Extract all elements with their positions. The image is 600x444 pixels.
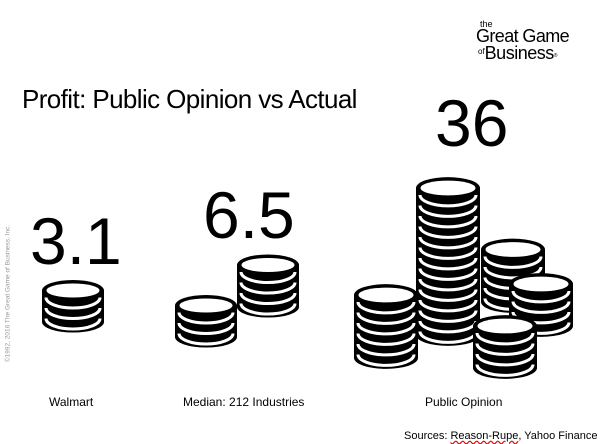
logo-the: the [480,19,493,29]
category-label-public-opinion: Public Opinion [425,395,503,409]
coin-stack-public-1 [354,284,418,369]
coin-stack-walmart [42,279,104,333]
value-label-public-opinion: 36 [435,86,509,160]
coin-stack-public-5 [473,315,537,379]
logo-of-business: ofBusiness® [478,44,557,63]
coin-stack-median-left [175,294,237,348]
sources-note: Sources: Reason-Rupe, Yahoo Finance [404,430,597,442]
value-label-median: 6.5 [203,178,295,252]
logo-business: Business [484,43,555,63]
value-label-walmart: 3.1 [30,204,122,278]
coin-stack-public-4 [509,273,573,337]
logo-great-game: Great Game [476,26,570,46]
logo-of: of [478,47,485,56]
category-label-median: Median: 212 Industries [183,395,305,409]
sources-prefix: Sources: [404,430,451,442]
sources-reason-rupe: Reason-Rupe [450,430,519,442]
sources-suffix: , Yahoo Finance [518,430,598,442]
category-label-walmart: Walmart [49,395,94,409]
logo-trademark: ® [553,53,558,59]
slide-title: Profit: Public Opinion vs Actual [22,84,357,114]
coin-stack-public-2 [416,177,480,346]
coin-stack-median-right [237,254,299,318]
